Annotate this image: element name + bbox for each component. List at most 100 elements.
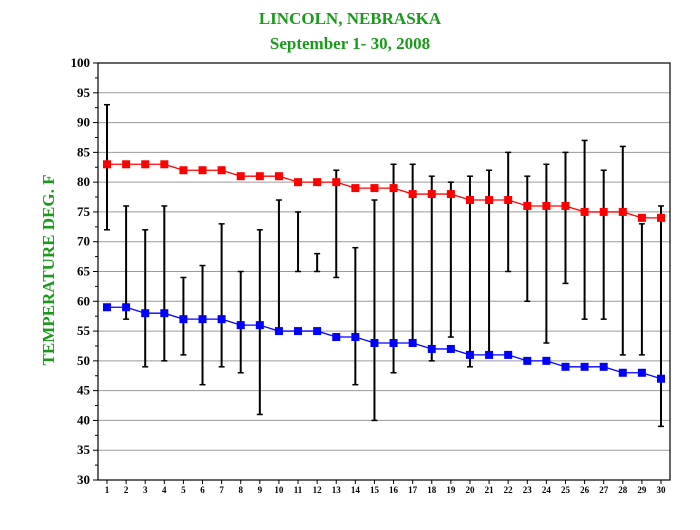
series-0-point: [198, 166, 207, 175]
series-1-point: [389, 338, 398, 347]
series-1-point: [198, 315, 207, 324]
series-0-line: [107, 163, 661, 219]
y-tick-label: 70: [77, 234, 90, 249]
series-1-point: [427, 344, 436, 353]
x-tick-label: 6: [200, 485, 205, 495]
series-0-point: [122, 160, 131, 169]
chart-subtitle: September 1- 30, 2008: [270, 34, 430, 53]
x-tick-label: 1: [105, 485, 110, 495]
y-tick-label: 95: [77, 85, 91, 100]
series-1-point: [255, 321, 264, 330]
series-0-point: [446, 190, 455, 199]
series-1-point: [141, 309, 150, 318]
y-tick-label: 80: [77, 174, 90, 189]
y-tick-label: 60: [77, 293, 90, 308]
x-tick-label: 17: [408, 485, 418, 495]
series-1-point: [351, 333, 360, 342]
series-0-point: [465, 196, 474, 205]
series-1-point: [160, 309, 169, 318]
series-1-point: [504, 350, 513, 359]
series-0-point: [427, 190, 436, 199]
series-1-point: [618, 368, 627, 377]
grid-layer: [98, 62, 670, 481]
series-1-point: [657, 374, 665, 383]
series-1-point: [637, 368, 646, 377]
series-1-point: [179, 315, 188, 324]
x-tick-label: 15: [370, 485, 380, 495]
series-0-point: [618, 207, 627, 216]
series-1-point: [294, 327, 303, 336]
series-0-point: [274, 172, 283, 181]
series-0-point: [294, 178, 303, 187]
series-1-point: [485, 350, 494, 359]
series-0-point: [542, 201, 551, 210]
series-layer: [103, 160, 665, 383]
chart-title: LINCOLN, NEBRASKA: [259, 9, 442, 28]
series-1-point: [103, 303, 111, 312]
series-0-point: [408, 190, 417, 199]
x-tick-label: 20: [465, 485, 475, 495]
x-tick-label: 14: [351, 485, 361, 495]
y-tick-label: 90: [77, 115, 90, 130]
series-0-point: [179, 166, 188, 175]
observed-range-layer: [104, 103, 664, 428]
series-0-point: [370, 184, 379, 193]
series-0-point: [236, 172, 245, 181]
series-0-point: [351, 184, 360, 193]
y-axis-label: TEMPERATURE DEG. F: [39, 175, 58, 366]
series-1-point: [313, 327, 322, 336]
x-tick-label: 22: [504, 485, 514, 495]
x-tick-label: 27: [599, 485, 609, 495]
series-0-point: [561, 201, 570, 210]
y-tick-label: 75: [77, 204, 91, 219]
series-0-point: [523, 201, 532, 210]
series-0-point: [485, 196, 494, 205]
x-tick-label: 25: [561, 485, 571, 495]
x-tick-label: 5: [181, 485, 186, 495]
y-tick-label: 35: [77, 442, 91, 457]
x-tick-label: 11: [294, 485, 303, 495]
series-1-point: [446, 344, 455, 353]
x-tick-label: 16: [389, 485, 399, 495]
x-tick-label: 10: [274, 485, 284, 495]
x-tick-label: 7: [219, 485, 224, 495]
series-1-line: [107, 306, 662, 380]
x-tick-label: 8: [238, 485, 243, 495]
x-tick-label: 23: [523, 485, 533, 495]
series-1-point: [370, 338, 379, 347]
series-0-point: [637, 213, 646, 222]
y-tick-label: 85: [77, 144, 91, 159]
x-tick-label: 18: [427, 485, 437, 495]
y-tick-label: 30: [77, 472, 90, 487]
series-1-point: [332, 333, 341, 342]
series-0-point: [313, 178, 322, 187]
x-tick-label: 26: [580, 485, 590, 495]
series-1-point: [274, 327, 283, 336]
series-0-point: [657, 213, 665, 222]
series-0-point: [217, 166, 226, 175]
y-tick-label: 65: [77, 264, 91, 279]
series-1-point: [580, 362, 589, 371]
x-tick-label: 13: [332, 485, 342, 495]
y-tick-label: 40: [77, 412, 90, 427]
series-0-point: [255, 172, 264, 181]
series-0-point: [103, 160, 111, 169]
plot-frame: [97, 62, 671, 481]
y-tick-label: 55: [77, 323, 91, 338]
series-1-point: [236, 321, 245, 330]
x-tick-label: 24: [542, 485, 552, 495]
series-0-point: [141, 160, 150, 169]
series-0-point: [580, 207, 589, 216]
series-0-point: [160, 160, 169, 169]
x-tick-label: 9: [258, 485, 263, 495]
series-1-point: [217, 315, 226, 324]
series-1-point: [465, 350, 474, 359]
x-tick-label: 30: [657, 485, 667, 495]
series-1-point: [122, 303, 131, 312]
y-tick-label: 100: [71, 55, 91, 70]
series-1-point: [408, 338, 417, 347]
x-tick-label: 2: [124, 485, 129, 495]
